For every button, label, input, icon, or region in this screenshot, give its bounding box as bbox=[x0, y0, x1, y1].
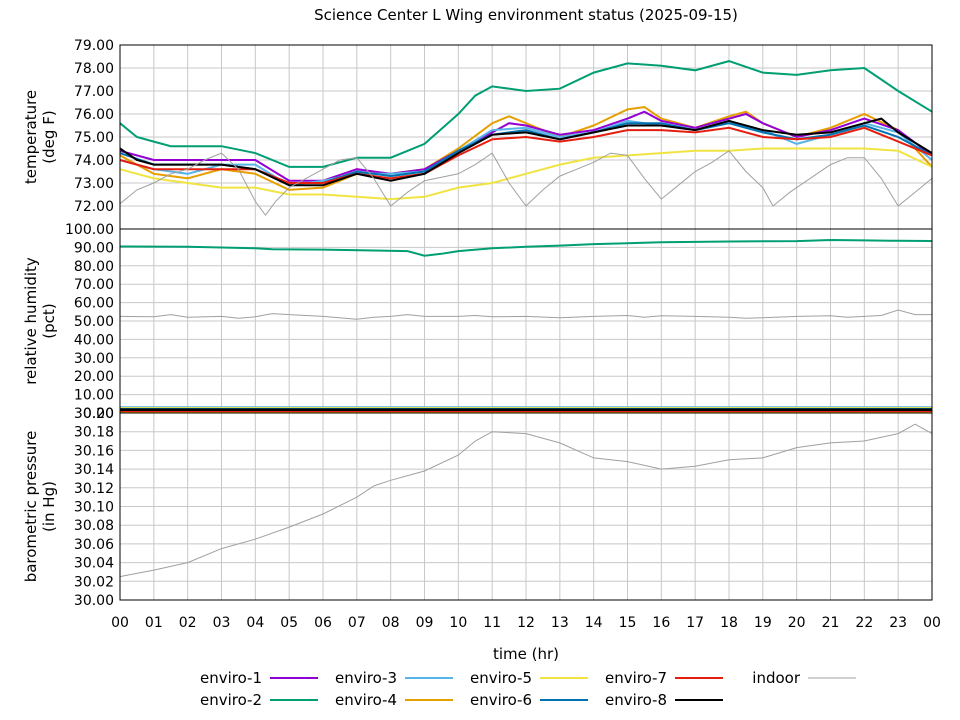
y-tick-label: 50.00 bbox=[74, 314, 114, 330]
y-tick-label: 30.18 bbox=[74, 425, 114, 441]
y-tick-label: 30.06 bbox=[74, 537, 114, 553]
y-tick-label: 75.00 bbox=[74, 130, 114, 146]
x-tick-label: 00 bbox=[923, 615, 941, 631]
series-line-enviro-3 bbox=[119, 119, 933, 187]
y-tick-label: 20.00 bbox=[74, 369, 114, 385]
x-tick-label: 12 bbox=[517, 615, 535, 631]
y-tick-label: 40.00 bbox=[74, 332, 114, 348]
y-tick-label: 0.00 bbox=[83, 406, 114, 422]
y-axis-label: (in Hg) bbox=[40, 481, 58, 532]
y-tick-label: 80.00 bbox=[74, 259, 114, 275]
x-tick-label: 06 bbox=[314, 615, 332, 631]
x-tick-label: 02 bbox=[179, 615, 197, 631]
chart-title: Science Center L Wing environment status… bbox=[314, 6, 738, 24]
y-tick-label: 30.00 bbox=[74, 593, 114, 609]
series-line-enviro-2 bbox=[119, 60, 933, 168]
x-tick-label: 00 bbox=[111, 615, 129, 631]
x-tick-label: 16 bbox=[652, 615, 670, 631]
y-tick-label: 100.00 bbox=[65, 222, 114, 238]
x-tick-label: 10 bbox=[449, 615, 467, 631]
x-axis-ticks: 00 01 02 03 04 05 06 07 08 09 10 11 12 13 14 15 16 17 18 19… bbox=[111, 615, 941, 631]
y-tick-label: 10.00 bbox=[74, 388, 114, 404]
y-axis-label: relative humidity bbox=[22, 257, 40, 385]
series-line-indoor bbox=[119, 423, 933, 578]
y-tick-label: 70.00 bbox=[74, 277, 114, 293]
x-tick-label: 19 bbox=[754, 615, 772, 631]
y-tick-label: 30.02 bbox=[74, 574, 114, 590]
legend: enviro-1 enviro-2 enviro-3 enviro-4 enviro-5… bbox=[200, 669, 856, 709]
y-tick-label: 79.00 bbox=[74, 38, 114, 54]
y-axis-label: temperature bbox=[22, 90, 40, 184]
x-axis-label: time (hr) bbox=[493, 645, 559, 663]
y-tick-label: 30.20 bbox=[74, 406, 114, 422]
y-tick-label: 30.14 bbox=[74, 462, 114, 478]
y-tick-label: 72.00 bbox=[74, 199, 114, 215]
series-line-enviro-8 bbox=[119, 117, 933, 187]
y-tick-label: 78.00 bbox=[74, 61, 114, 77]
x-tick-label: 04 bbox=[246, 615, 264, 631]
y-axis-label: (pct) bbox=[40, 303, 58, 338]
series-line-enviro-2 bbox=[119, 238, 933, 257]
y-axis-label: barometric pressure bbox=[22, 431, 40, 583]
x-tick-label: 08 bbox=[382, 615, 400, 631]
x-tick-label: 03 bbox=[213, 615, 231, 631]
y-tick-label: 30.12 bbox=[74, 481, 114, 497]
legend-label-enviro-7: enviro-7 bbox=[605, 669, 667, 687]
x-tick-label: 23 bbox=[889, 615, 907, 631]
x-tick-label: 14 bbox=[585, 615, 603, 631]
x-tick-label: 22 bbox=[855, 615, 873, 631]
x-tick-label: 11 bbox=[483, 615, 501, 631]
y-tick-label: 30.04 bbox=[74, 556, 114, 572]
x-tick-label: 07 bbox=[348, 615, 366, 631]
x-tick-label: 05 bbox=[280, 615, 298, 631]
legend-label-enviro-5: enviro-5 bbox=[470, 669, 532, 687]
legend-label-enviro-3: enviro-3 bbox=[335, 669, 397, 687]
temperature-panel: 72.00 73.00 74.00 75.00 76.00 77.00 78.00 79.00… bbox=[22, 38, 933, 230]
pressure-panel: 30.00 30.02 30.04 30.06 30.08 30.10 30.12 30.14… bbox=[22, 406, 933, 609]
humidity-panel: 0.00 10.00 20.00 30.00 40.00 50.00 60.00 70.00 8… bbox=[22, 222, 933, 422]
x-tick-label: 01 bbox=[145, 615, 163, 631]
x-tick-label: 18 bbox=[720, 615, 738, 631]
legend-label-indoor: indoor bbox=[752, 669, 801, 687]
legend-label-enviro-1: enviro-1 bbox=[200, 669, 262, 687]
x-tick-label: 17 bbox=[686, 615, 704, 631]
x-tick-label: 09 bbox=[416, 615, 434, 631]
y-axis-label: (deg F) bbox=[40, 110, 58, 163]
y-tick-label: 60.00 bbox=[74, 296, 114, 312]
series-line-indoor bbox=[119, 309, 932, 320]
y-tick-label: 77.00 bbox=[74, 84, 114, 100]
series-line-enviro-1 bbox=[119, 110, 933, 182]
legend-label-enviro-8: enviro-8 bbox=[605, 691, 667, 709]
y-tick-label: 76.00 bbox=[74, 107, 114, 123]
y-tick-label: 30.00 bbox=[74, 351, 114, 367]
y-tick-label: 30.08 bbox=[74, 518, 114, 534]
y-tick-label: 74.00 bbox=[74, 153, 114, 169]
x-tick-label: 13 bbox=[551, 615, 569, 631]
series-line-indoor bbox=[119, 150, 933, 217]
plot-frame bbox=[119, 412, 933, 601]
y-tick-label: 90.00 bbox=[74, 240, 114, 256]
legend-label-enviro-4: enviro-4 bbox=[335, 691, 397, 709]
y-tick-label: 73.00 bbox=[74, 176, 114, 192]
legend-label-enviro-6: enviro-6 bbox=[470, 691, 532, 709]
x-tick-label: 20 bbox=[788, 615, 806, 631]
x-tick-label: 15 bbox=[619, 615, 637, 631]
y-tick-label: 30.10 bbox=[74, 500, 114, 516]
y-tick-label: 30.16 bbox=[74, 443, 114, 459]
series-line-enviro-5 bbox=[119, 147, 933, 201]
legend-label-enviro-2: enviro-2 bbox=[200, 691, 262, 709]
x-tick-label: 21 bbox=[822, 615, 840, 631]
